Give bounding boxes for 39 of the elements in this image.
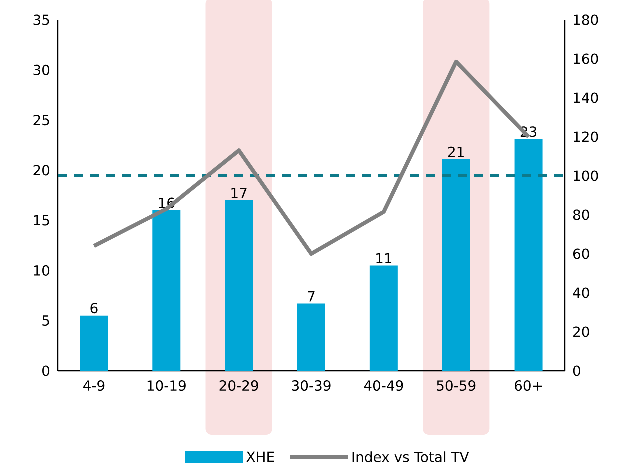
x-tick-label: 20-29 <box>220 380 258 392</box>
y2-tick-label: 20 <box>574 326 590 338</box>
bar <box>514 139 543 371</box>
y2-tick-label: 160 <box>574 54 598 64</box>
x-tick-label: 4-9 <box>84 380 105 392</box>
data-label: 7 <box>308 291 315 302</box>
bar <box>370 266 398 371</box>
y-tick-label: 25 <box>34 115 50 126</box>
bar <box>152 210 181 371</box>
y2-tick-label: 40 <box>573 288 590 298</box>
data-label: 6 <box>90 303 98 314</box>
y-tick-label: 30 <box>34 64 50 76</box>
data-label: 11 <box>376 253 392 264</box>
y-tick-label: 35 <box>34 14 50 26</box>
bar <box>80 316 108 371</box>
data-label: 17 <box>232 188 247 198</box>
x-tick-label: 60+ <box>515 380 542 392</box>
y2-tick-label: 100 <box>574 170 598 182</box>
bar <box>225 200 254 371</box>
y-tick-label: 15 <box>34 215 50 226</box>
x-tick-label: 40-49 <box>364 380 404 392</box>
y2-tick-label: 120 <box>574 132 598 142</box>
y2-tick-label: 180 <box>574 14 598 26</box>
y-tick-label: 10 <box>34 265 50 276</box>
x-tick-label: 30-39 <box>292 380 331 392</box>
x-tick-label: 10-19 <box>148 380 186 392</box>
y-tick-label: 20 <box>34 165 50 176</box>
bar <box>298 304 326 371</box>
y2-tick-label: 0 <box>573 366 580 376</box>
legend-label: XHE <box>246 452 274 462</box>
data-label: 21 <box>448 146 464 158</box>
y2-tick-label: 140 <box>574 92 598 104</box>
x-tick-label: 50-59 <box>437 380 476 392</box>
y2-tick-label: 60 <box>573 248 590 260</box>
y-tick-label: 0 <box>42 366 50 376</box>
y2-tick-label: 80 <box>573 210 590 220</box>
legend-label: Index vs Total TV <box>352 452 470 462</box>
bar <box>442 159 470 371</box>
y-tick-label: 5 <box>42 316 50 326</box>
